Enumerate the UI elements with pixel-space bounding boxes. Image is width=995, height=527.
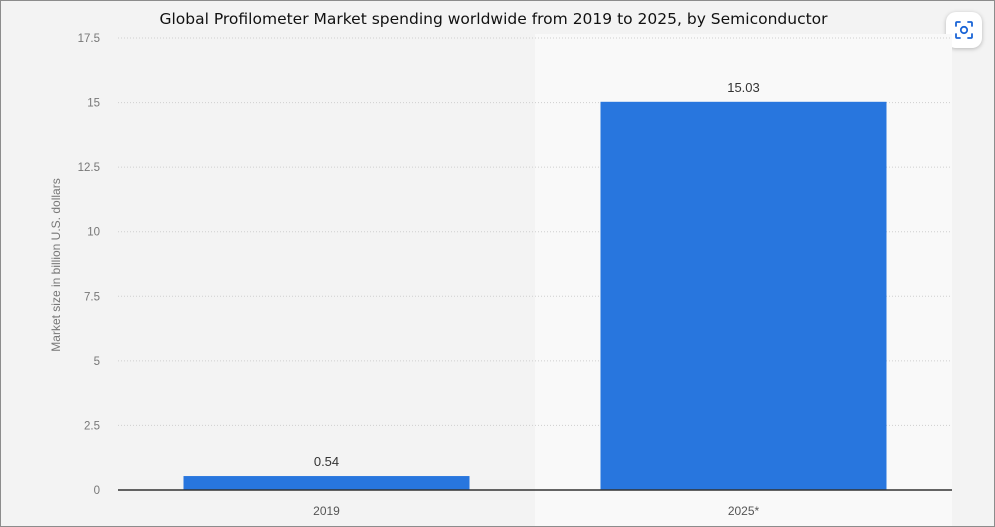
chart-title: Global Profilometer Market spending worl… xyxy=(159,10,828,28)
scan-icon xyxy=(955,21,973,39)
data-label: 0.54 xyxy=(314,454,339,469)
y-tick-label: 5 xyxy=(94,356,100,368)
y-tick-label: 2.5 xyxy=(84,420,100,432)
y-tick-label: 17.5 xyxy=(78,33,100,45)
y-tick-label: 15 xyxy=(87,98,100,110)
bar xyxy=(600,101,887,490)
y-tick-label: 10 xyxy=(87,227,100,239)
data-label: 15.03 xyxy=(727,80,760,95)
x-tick-label: 2025* xyxy=(728,504,760,518)
y-tick-label: 7.5 xyxy=(84,291,100,303)
x-tick-label: 2019 xyxy=(313,504,340,518)
bar xyxy=(183,476,470,490)
y-tick-label: 0 xyxy=(94,485,100,497)
y-tick-label: 12.5 xyxy=(78,162,100,174)
